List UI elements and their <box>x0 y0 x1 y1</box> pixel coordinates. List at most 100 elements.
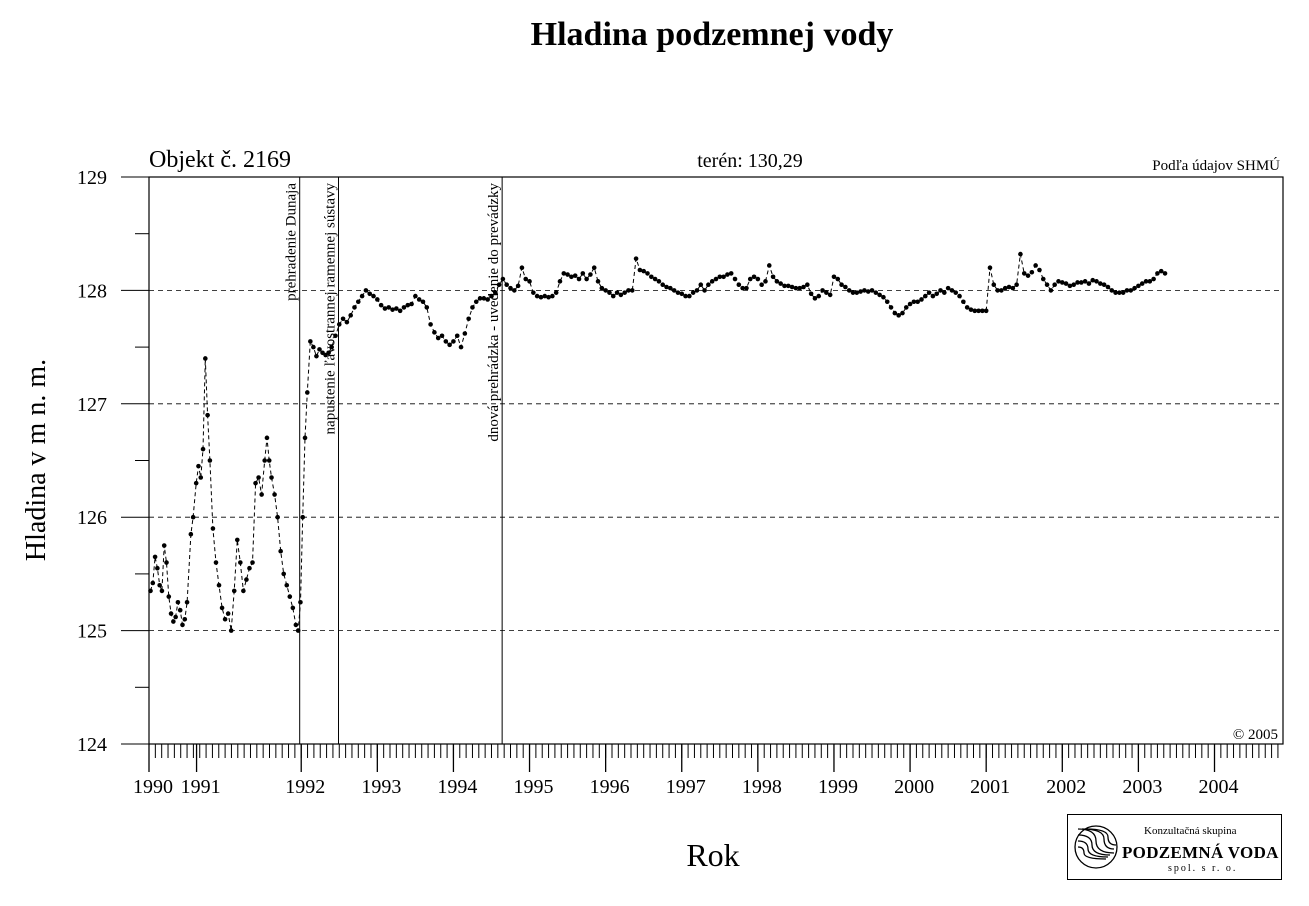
y-tick-label: 128 <box>77 280 107 302</box>
data-point <box>266 458 272 463</box>
data-point <box>1075 280 1080 285</box>
data-point <box>216 582 222 588</box>
data-point <box>576 276 582 282</box>
data-point <box>443 339 449 344</box>
data-point <box>317 347 322 352</box>
data-point <box>515 283 521 289</box>
data-point <box>1067 283 1073 289</box>
data-point <box>652 276 658 282</box>
data-point <box>1105 284 1111 290</box>
x-tick-label: 1995 <box>514 776 554 798</box>
data-point <box>1143 279 1149 284</box>
data-point <box>987 265 993 271</box>
y-axis-ticks: 124 125 126 127 128 129 <box>77 167 149 756</box>
data-point <box>846 288 852 293</box>
data-point <box>858 289 863 294</box>
data-point <box>272 492 277 497</box>
data-point <box>957 293 962 299</box>
data-point <box>759 282 764 288</box>
data-point <box>473 299 479 305</box>
data-point <box>287 594 293 599</box>
data-point <box>645 271 650 276</box>
data-point <box>262 458 267 463</box>
data-point <box>618 292 624 298</box>
data-point <box>1136 283 1141 289</box>
data-point <box>1006 284 1012 290</box>
x-tick-label: 1994 <box>437 776 477 798</box>
data-point <box>447 342 452 348</box>
data-point <box>168 611 174 616</box>
data-point <box>432 330 437 335</box>
data-point <box>687 293 692 299</box>
x-tick-label: 2003 <box>1122 776 1162 798</box>
data-point <box>607 290 612 295</box>
data-point <box>664 284 669 290</box>
data-point <box>355 299 361 305</box>
data-point <box>305 390 310 395</box>
chart-title: Hladina podzemnej vody <box>531 16 894 53</box>
data-point <box>668 285 673 291</box>
data-point <box>595 279 601 284</box>
data-point <box>213 560 219 565</box>
data-point <box>588 272 593 277</box>
data-point <box>205 412 210 418</box>
data-point <box>428 322 433 327</box>
data-point <box>782 283 787 289</box>
data-point <box>900 310 905 316</box>
data-point <box>1025 273 1031 278</box>
data-point <box>888 305 894 310</box>
data-point <box>626 288 631 293</box>
data-point <box>253 480 258 486</box>
data-point <box>477 296 483 301</box>
data-point <box>964 305 970 310</box>
data-point <box>793 285 799 291</box>
data-point <box>1120 290 1126 295</box>
data-point <box>816 293 822 299</box>
data-point <box>1086 281 1092 286</box>
data-point <box>173 614 178 620</box>
data-point <box>519 265 525 271</box>
data-point <box>375 297 380 302</box>
data-point <box>1109 288 1115 293</box>
data-point <box>171 619 176 624</box>
data-point <box>228 628 234 633</box>
logo-line-1: Konzultačná skupina <box>1144 825 1237 837</box>
data-point <box>553 290 559 295</box>
data-point <box>854 290 860 295</box>
data-point <box>207 458 213 463</box>
y-tick-label: 129 <box>77 167 107 189</box>
data-point <box>824 290 829 295</box>
data-point <box>161 543 167 548</box>
data-point <box>363 288 369 293</box>
data-point <box>413 293 418 299</box>
data-point <box>884 299 890 305</box>
data-point <box>728 271 734 276</box>
gridlines <box>149 289 1283 631</box>
data-point <box>961 299 966 305</box>
data-point <box>352 305 357 310</box>
data-point <box>275 514 280 520</box>
data-point <box>835 276 841 282</box>
data-point <box>949 288 955 293</box>
x-tick-label: 2002 <box>1046 776 1086 798</box>
data-point <box>717 274 723 280</box>
data-point <box>934 291 940 297</box>
data-point <box>302 435 308 441</box>
copyright-label: © 2005 <box>1233 727 1278 743</box>
data-point <box>827 292 833 298</box>
data-point <box>367 291 373 297</box>
data-point <box>409 301 414 307</box>
data-point <box>972 308 978 314</box>
data-point <box>386 305 392 310</box>
data-point <box>454 333 460 339</box>
object-label: Objekt č. 2169 <box>149 147 291 173</box>
x-tick-label: 1991 <box>181 776 221 798</box>
data-point <box>945 285 951 291</box>
data-point <box>222 616 228 622</box>
y-axis-label: Hladina v m n. m. <box>21 359 52 561</box>
data-point <box>259 492 264 497</box>
data-point <box>1098 281 1103 286</box>
y-tick-label: 124 <box>77 734 107 756</box>
data-point <box>751 274 757 280</box>
data-point <box>942 290 947 295</box>
